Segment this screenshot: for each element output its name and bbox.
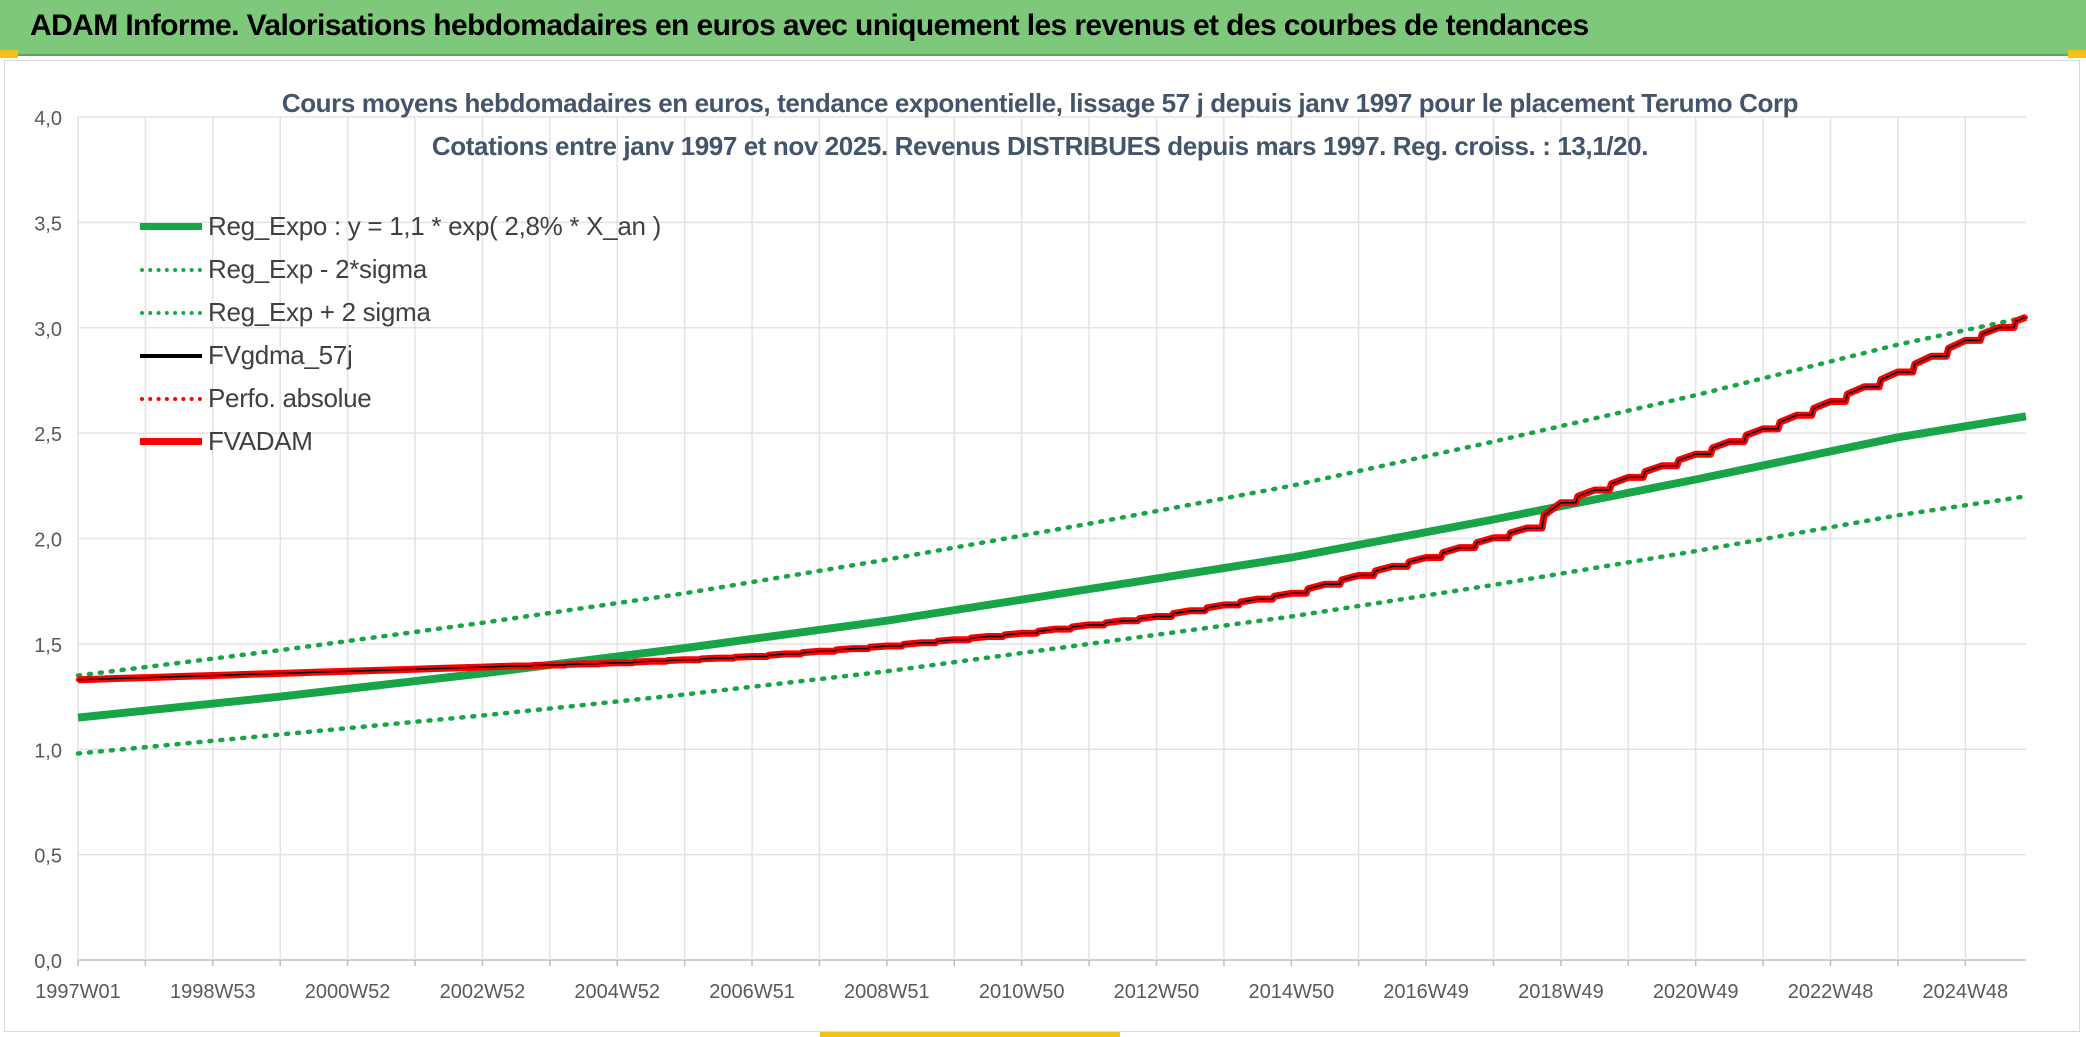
header-bar: ADAM Informe. Valorisations hebdomadaire… (0, 0, 2086, 58)
bottom-accent (820, 1032, 1120, 1037)
legend-item: FVgdma_57j (140, 334, 661, 377)
header-title: ADAM Informe. Valorisations hebdomadaire… (30, 9, 1589, 42)
y-tick-label: 2,5 (34, 424, 62, 446)
legend-swatch (140, 396, 202, 401)
y-tick-label: 3,0 (34, 319, 62, 341)
x-axis: 1997W01 1998W53 2000W52 2002W52 2004W52 2006W… (35, 981, 2008, 1003)
legend-swatch (140, 223, 202, 230)
x-tick-label: 1998W53 (170, 981, 256, 1003)
x-tick-label: 2022W48 (1788, 981, 1874, 1003)
x-tick-label: 2008W51 (844, 981, 930, 1003)
x-tick-label: 2004W52 (574, 981, 660, 1003)
x-tick-label: 2014W50 (1248, 981, 1334, 1003)
x-tick-label: 2010W50 (979, 981, 1065, 1003)
header-accent-right (2068, 50, 2086, 58)
legend-label: FVgdma_57j (208, 340, 353, 370)
chart-subtitle: Cotations entre janv 1997 et nov 2025. R… (431, 131, 1649, 161)
legend-swatch (140, 353, 202, 358)
header-accent-left (0, 50, 18, 58)
x-tick-label: 2006W51 (709, 981, 795, 1003)
legend-item: Perfo. absolue (140, 377, 661, 420)
legend-item: Reg_Exp - 2*sigma (140, 248, 661, 291)
y-tick-label: 2,0 (34, 530, 62, 552)
y-tick-label: 4,0 (34, 108, 62, 130)
y-axis: 0,0 0,5 1,0 1,5 2,0 2,5 3,0 3,5 4,0 (34, 108, 62, 973)
series-layer (75, 313, 2029, 756)
chart-title: Cours moyens hebdomadaires en euros, ten… (281, 88, 1799, 118)
series-line (77, 412, 2027, 722)
x-tick-label: 1997W01 (35, 981, 121, 1003)
legend-label: FVADAM (208, 426, 313, 456)
y-tick-label: 1,0 (34, 740, 62, 762)
y-tick-label: 3,5 (34, 213, 62, 235)
series-line-overlay (77, 316, 2027, 681)
legend-item: Reg_Expo : y = 1,1 * exp( 2,8% * X_an ) (140, 205, 661, 248)
series-line (75, 494, 2029, 756)
legend-label: Reg_Expo : y = 1,1 * exp( 2,8% * X_an ) (208, 211, 661, 241)
legend-label: Reg_Exp - 2*sigma (208, 254, 427, 284)
legend-label: Perfo. absolue (208, 383, 372, 413)
legend-item: FVADAM (140, 420, 661, 463)
legend-swatch (140, 438, 202, 445)
chart-frame (4, 60, 2080, 1032)
y-tick-label: 1,5 (34, 635, 62, 657)
y-tick-label: 0,0 (34, 951, 62, 973)
x-tick-label: 2016W49 (1383, 981, 1469, 1003)
legend-label: Reg_Exp + 2 sigma (208, 297, 431, 327)
x-tick-label: 2000W52 (305, 981, 391, 1003)
legend: Reg_Expo : y = 1,1 * exp( 2,8% * X_an ) R… (140, 205, 661, 463)
x-tick-label: 2012W50 (1114, 981, 1200, 1003)
x-tick-label: 2020W49 (1653, 981, 1739, 1003)
legend-item: Reg_Exp + 2 sigma (140, 291, 661, 334)
x-tick-label: 2002W52 (440, 981, 526, 1003)
y-tick-label: 0,5 (34, 846, 62, 868)
x-tick-label: 2024W48 (1923, 981, 2009, 1003)
series-line (75, 314, 2029, 678)
x-tick-label: 2018W49 (1518, 981, 1604, 1003)
legend-swatch (140, 267, 202, 272)
legend-swatch (140, 310, 202, 315)
